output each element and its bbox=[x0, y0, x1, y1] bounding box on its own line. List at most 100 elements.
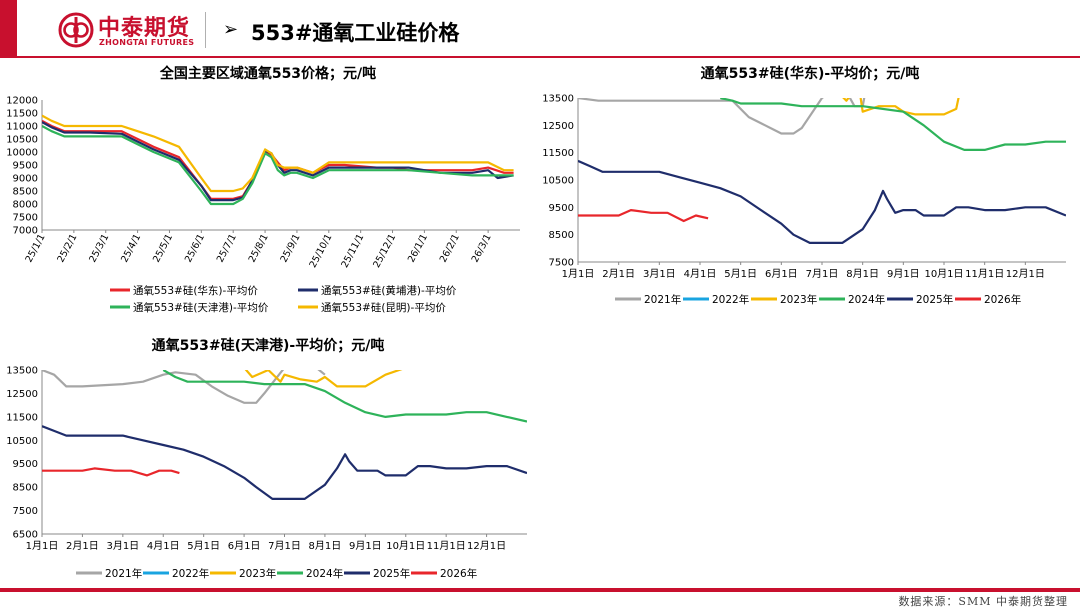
x-tick-label: 2月1日 bbox=[66, 540, 99, 552]
y-tick-label: 11500 bbox=[6, 412, 38, 423]
y-tick-label: 13500 bbox=[6, 366, 38, 377]
x-tick-label: 7月1日 bbox=[268, 540, 301, 552]
legend-item: 2022年 bbox=[683, 293, 749, 306]
legend-item: 通氧553#硅(昆明)-平均价 bbox=[298, 301, 446, 314]
legend-label: 2026年 bbox=[440, 567, 477, 580]
x-tick-label: 6月1日 bbox=[765, 268, 798, 280]
legend-label: 通氧553#硅(黄埔港)-平均价 bbox=[321, 284, 457, 297]
y-tick-label: 10500 bbox=[6, 135, 38, 146]
x-tick-label: 4月1日 bbox=[147, 540, 180, 552]
series-line-5 bbox=[42, 425, 527, 500]
legend-label: 2021年 bbox=[105, 567, 142, 580]
y-tick-label: 10500 bbox=[542, 176, 574, 187]
y-tick-label: 10000 bbox=[6, 148, 38, 159]
legend-label: 2026年 bbox=[984, 293, 1021, 306]
x-tick-label: 1月1日 bbox=[26, 540, 59, 552]
series-line-3 bbox=[42, 125, 514, 206]
y-tick-label: 12500 bbox=[542, 121, 574, 132]
y-tick-label: 8500 bbox=[13, 483, 38, 494]
footer-rule bbox=[0, 588, 1080, 592]
series-line-4 bbox=[162, 370, 527, 423]
y-tick-label: 9500 bbox=[13, 161, 38, 172]
x-tick-label: 3月1日 bbox=[643, 268, 676, 280]
x-tick-label: 1月1日 bbox=[562, 268, 595, 280]
chart-title: 通氧553#硅(华东)-平均价；元/吨 bbox=[701, 65, 920, 82]
legend-label: 2025年 bbox=[916, 293, 953, 306]
legend-label: 2021年 bbox=[644, 293, 681, 306]
series-line-3 bbox=[244, 370, 403, 388]
y-tick-label: 6500 bbox=[13, 530, 38, 541]
x-tick-label: 12月1日 bbox=[467, 540, 506, 552]
y-tick-label: 7500 bbox=[549, 258, 574, 269]
series-line-1 bbox=[578, 98, 866, 135]
y-tick-label: 7500 bbox=[13, 213, 38, 224]
legend-item: 通氧553#硅(黄埔港)-平均价 bbox=[298, 284, 457, 297]
legend-item: 2023年 bbox=[751, 293, 817, 306]
legend-item: 通氧553#硅(华东)-平均价 bbox=[110, 284, 258, 297]
y-tick-label: 8500 bbox=[549, 230, 574, 241]
series-line-6 bbox=[42, 467, 180, 477]
legend-item: 2023年 bbox=[210, 567, 276, 580]
page-title: 553#通氧工业硅价格 bbox=[251, 21, 460, 45]
x-tick-label: 6月1日 bbox=[228, 540, 261, 552]
legend-item: 2022年 bbox=[143, 567, 209, 580]
y-tick-label: 7500 bbox=[13, 506, 38, 517]
y-tick-label: 9500 bbox=[549, 203, 574, 214]
brand-name: 中泰期货 bbox=[98, 16, 191, 41]
chart-title: 全国主要区域通氧553价格；元/吨 bbox=[159, 65, 376, 82]
legend-label: 通氧553#硅(昆明)-平均价 bbox=[321, 301, 446, 314]
legend-item: 2021年 bbox=[615, 293, 681, 306]
series-line-5 bbox=[578, 159, 1066, 244]
x-tick-label: 7月1日 bbox=[806, 268, 839, 280]
x-tick-label: 11月1日 bbox=[427, 540, 466, 552]
x-tick-label: 8月1日 bbox=[309, 540, 342, 552]
y-tick-label: 13500 bbox=[542, 94, 574, 105]
legend-item: 2024年 bbox=[277, 567, 343, 580]
x-tick-label: 9月1日 bbox=[887, 268, 920, 280]
legend-label: 2024年 bbox=[848, 293, 885, 306]
legend-item: 2024年 bbox=[819, 293, 885, 306]
header-divider bbox=[205, 12, 206, 48]
x-tick-label: 10月1日 bbox=[924, 268, 963, 280]
legend-label: 通氧553#硅(华东)-平均价 bbox=[133, 284, 258, 297]
legend-item: 2025年 bbox=[344, 567, 410, 580]
chart-title: 通氧553#硅(天津港)-平均价；元/吨 bbox=[152, 337, 385, 354]
header-accent-bar bbox=[0, 0, 17, 56]
legend-label: 2023年 bbox=[780, 293, 817, 306]
x-tick-label: 9月1日 bbox=[349, 540, 382, 552]
legend-label: 通氧553#硅(天津港)-平均价 bbox=[133, 301, 269, 314]
legend-label: 2022年 bbox=[172, 567, 209, 580]
legend-label: 2022年 bbox=[712, 293, 749, 306]
x-tick-label: 5月1日 bbox=[724, 268, 757, 280]
y-tick-label: 11500 bbox=[542, 148, 574, 159]
legend-item: 2026年 bbox=[955, 293, 1021, 306]
y-tick-label: 11000 bbox=[6, 122, 38, 133]
x-tick-label: 5月1日 bbox=[187, 540, 220, 552]
y-tick-label: 12000 bbox=[6, 96, 38, 107]
x-tick-label: 2月1日 bbox=[602, 268, 635, 280]
legend-label: 2024年 bbox=[306, 567, 343, 580]
y-tick-label: 12500 bbox=[6, 389, 38, 400]
y-tick-label: 8000 bbox=[13, 200, 38, 211]
title-arrow-icon: ➢ bbox=[223, 19, 239, 40]
y-tick-label: 9500 bbox=[13, 459, 38, 470]
series-line-4 bbox=[720, 98, 1066, 151]
x-tick-label: 10月1日 bbox=[386, 540, 425, 552]
legend-item: 2026年 bbox=[411, 567, 477, 580]
x-tick-label: 12月1日 bbox=[1006, 268, 1045, 280]
x-tick-label: 8月1日 bbox=[846, 268, 879, 280]
y-tick-label: 10500 bbox=[6, 436, 38, 447]
x-tick-label: 11月1日 bbox=[965, 268, 1004, 280]
legend-label: 2023年 bbox=[239, 567, 276, 580]
x-tick-label: 4月1日 bbox=[684, 268, 717, 280]
legend-item: 2021年 bbox=[76, 567, 142, 580]
y-tick-label: 9000 bbox=[13, 174, 38, 185]
series-line-6 bbox=[578, 209, 709, 223]
x-tick-label: 3月1日 bbox=[106, 540, 139, 552]
legend-label: 2025年 bbox=[373, 567, 410, 580]
y-tick-label: 11500 bbox=[6, 109, 38, 120]
legend-item: 通氧553#硅(天津港)-平均价 bbox=[110, 301, 269, 314]
